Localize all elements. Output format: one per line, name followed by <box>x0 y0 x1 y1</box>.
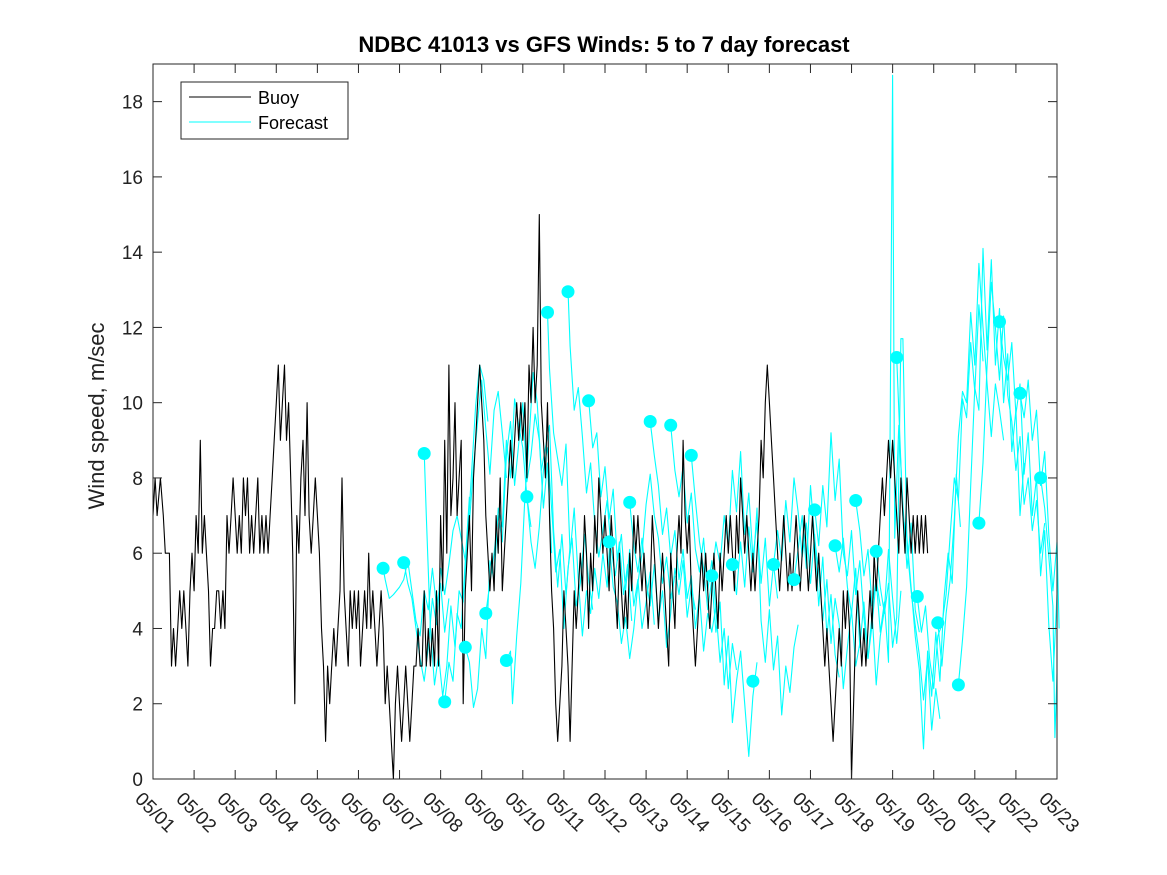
forecast-run-line <box>1040 477 1058 739</box>
forecast-marker <box>479 606 493 620</box>
legend-forecast-label: Forecast <box>258 113 328 133</box>
forecast-run-line <box>834 537 902 686</box>
forecast-marker <box>397 556 411 570</box>
y-tick-label: 14 <box>122 243 144 264</box>
forecast-run-line <box>567 289 633 621</box>
forecast-run-line <box>588 398 655 630</box>
forecast-marker <box>951 678 965 692</box>
forecast-run-line <box>403 496 470 682</box>
forecast-run-line <box>1019 379 1060 629</box>
forecast-marker <box>438 695 452 709</box>
forecast-run-line <box>629 502 696 648</box>
legend-buoy-label: Buoy <box>258 88 299 108</box>
forecast-marker <box>499 654 513 667</box>
forecast-marker <box>931 616 945 630</box>
buoy-line <box>152 213 929 780</box>
forecast-marker <box>458 640 472 654</box>
forecast-run-line <box>875 338 941 731</box>
legend-box <box>180 81 349 140</box>
y-tick-label: 10 <box>122 394 143 415</box>
forecast-marker <box>1034 471 1048 485</box>
forecast-marker <box>828 539 842 553</box>
forecast-marker <box>520 490 534 504</box>
y-tick-label: 12 <box>122 318 143 339</box>
y-axis-label: Wind speed, m/sec <box>84 322 109 509</box>
chart-title: NDBC 41013 vs GFS Winds: 5 to 7 day fore… <box>358 32 850 57</box>
forecast-marker <box>767 558 780 571</box>
forecast-marker <box>376 561 390 575</box>
forecast-marker <box>684 448 698 462</box>
forecast-run-line <box>711 451 779 607</box>
forecast-marker <box>972 516 986 530</box>
plot-area: 02468101214161805/0105/0205/0305/0405/05… <box>122 63 1083 837</box>
forecast-run-line <box>978 281 1046 554</box>
forecast-run-line <box>916 304 984 690</box>
forecast-marker <box>643 415 657 428</box>
forecast-run-line <box>998 321 1058 682</box>
y-tick-label: 16 <box>122 168 143 189</box>
forecast-marker <box>910 590 924 603</box>
y-tick-label: 2 <box>132 695 143 716</box>
forecast-marker <box>787 573 801 587</box>
forecast-marker <box>561 285 575 299</box>
forecast-marker <box>417 447 431 460</box>
forecast-marker <box>1013 386 1027 400</box>
forecast-marker <box>582 394 596 408</box>
forecast-marker <box>746 674 760 688</box>
y-tick-label: 18 <box>122 93 143 114</box>
forecast-run-line <box>793 484 861 690</box>
y-tick-label: 6 <box>132 544 143 565</box>
forecast-marker <box>602 535 616 549</box>
forecast-run-line <box>937 262 1005 667</box>
forecast-marker <box>623 495 637 509</box>
forecast-run-line <box>526 447 594 630</box>
y-tick-label: 0 <box>132 770 143 791</box>
forecast-marker <box>705 569 719 583</box>
forecast-marker <box>541 305 554 319</box>
y-tick-label: 4 <box>132 619 143 640</box>
buoy-series <box>152 213 929 780</box>
forecast-marker <box>664 418 678 432</box>
forecast-marker <box>993 315 1006 329</box>
forecast-marker <box>890 351 904 364</box>
forecast-run-line <box>505 372 571 705</box>
forecast-marker <box>725 558 739 571</box>
y-tick-label: 8 <box>132 469 143 490</box>
forecast-marker <box>849 494 863 507</box>
forecast-markers <box>376 285 1048 709</box>
forecast-run-line <box>649 421 717 652</box>
axes-background <box>153 64 1057 779</box>
legend: Buoy Forecast <box>180 81 349 140</box>
forecast-run-line <box>670 425 738 690</box>
forecast-run-line <box>731 507 799 716</box>
forecast-marker <box>808 503 822 517</box>
forecast-marker <box>869 544 883 558</box>
forecast-run-line <box>546 312 612 637</box>
